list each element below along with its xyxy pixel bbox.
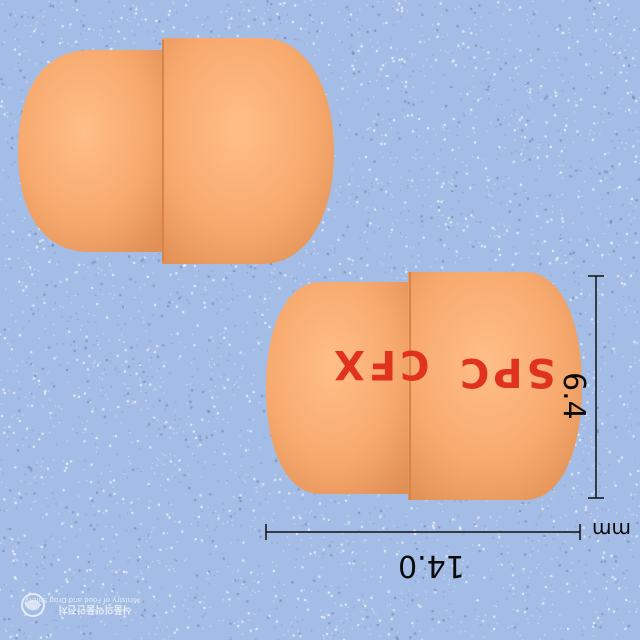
length-measurement: 14.0 bbox=[398, 548, 465, 583]
width-measurement: 6.4 bbox=[556, 372, 591, 420]
capsule-top bbox=[18, 38, 334, 264]
imprint-spc: SPC bbox=[456, 349, 556, 395]
capsule-top-left-body bbox=[18, 50, 165, 252]
unit-label: mm bbox=[592, 518, 631, 542]
dimension-lines bbox=[265, 275, 604, 540]
capsule-bottom-right-body bbox=[408, 272, 582, 500]
imprint-cfx: CFX bbox=[330, 341, 430, 387]
capsule-top-right-cap bbox=[162, 38, 334, 264]
capsule-bottom bbox=[266, 272, 582, 500]
capsule-bottom-left-cap bbox=[266, 282, 412, 494]
mfds-watermark: 식품의약품안전처 Ministry of Food and Drug Safet… bbox=[20, 580, 140, 620]
mfds-logo-icon bbox=[21, 593, 45, 617]
watermark-korean-text: 식품의약품안전처 bbox=[58, 603, 132, 614]
